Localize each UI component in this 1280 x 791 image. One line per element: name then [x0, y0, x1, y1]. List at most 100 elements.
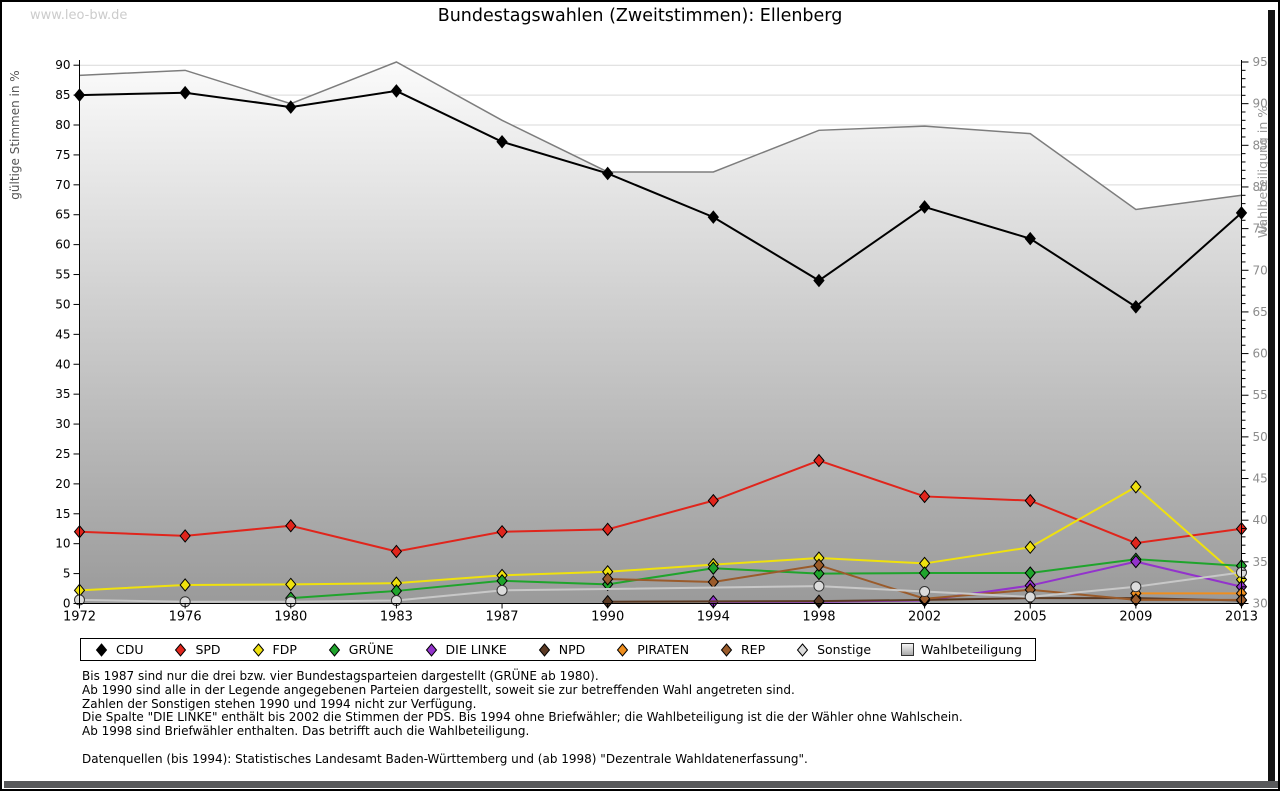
legend-label: CDU: [116, 642, 144, 657]
footnote-line: Die Spalte "DIE LINKE" enthält bis 2002 …: [82, 710, 963, 725]
left-tick-label: 55: [55, 268, 70, 282]
series-FDP: [73, 480, 1248, 598]
legend-label: SPD: [195, 642, 221, 657]
legend-item-REP: REP: [719, 642, 765, 658]
marker-Sonstige: [496, 584, 508, 596]
right-tick-label: 95: [1253, 55, 1268, 69]
legend-swatch-diamond: [252, 642, 264, 657]
marker-Sonstige: [1024, 591, 1036, 603]
marker-CDU: [179, 85, 191, 100]
legend-label: NPD: [558, 642, 586, 657]
x-tick-label: 1998: [802, 610, 835, 625]
marker-SPD: [813, 453, 825, 468]
turnout-area: [79, 62, 1242, 604]
right-tick-label: 55: [1253, 388, 1268, 402]
legend-swatch-diamond: [720, 642, 733, 657]
marker-CDU: [813, 273, 825, 288]
legend-label: Wahlbeteiligung: [921, 642, 1022, 657]
marker-SPD: [285, 518, 297, 533]
footnotes: Bis 1987 sind nur die drei bzw. vier Bun…: [82, 669, 963, 767]
legend-item-PIRATEN: PIRATEN: [615, 642, 689, 658]
footnote-line: [82, 739, 963, 753]
footnote-line: Zahlen der Sonstigen stehen 1990 und 199…: [82, 696, 477, 711]
right-tick-label: 85: [1253, 138, 1268, 152]
footnote-line: Ab 1998 sind Briefwähler enthalten. Das …: [82, 724, 530, 739]
legend-item-NPD: NPD: [537, 642, 586, 658]
right-tick-label: 80: [1253, 180, 1268, 194]
x-tick-label: 2009: [1119, 610, 1152, 625]
x-tick-label: 2013: [1225, 610, 1258, 625]
turnout-line: [79, 61, 1242, 211]
marker-SPD: [1130, 536, 1142, 550]
x-tick-label: 1976: [169, 610, 202, 625]
footnote-line: Bis 1987 sind nur die drei bzw. vier Bun…: [82, 669, 599, 683]
legend-swatch-diamond: [796, 642, 809, 657]
left-tick-label: 35: [55, 387, 70, 401]
left-tick-label: 65: [55, 208, 70, 222]
legend-label: REP: [741, 642, 766, 657]
right-tick-label: 65: [1253, 305, 1268, 319]
marker-CDU: [602, 166, 614, 181]
marker-GRÜNE: [813, 566, 825, 581]
right-axis-title: Wahlbeteiligung in %: [1255, 106, 1270, 238]
left-tick-label: 10: [55, 537, 70, 551]
marker-Sonstige: [919, 586, 931, 598]
left-tick-label: 30: [55, 417, 70, 431]
axes: 0 5 10 15 20 25 30 35 40 45 50 55 60 65 70 75 80 85 90 30 35…: [8, 55, 1270, 625]
watermark: www.leo-bw.de: [30, 8, 128, 23]
legend-label: DIE LINKE: [445, 642, 507, 657]
x-tick-label: 1980: [274, 610, 307, 625]
legend-item-Sonstige: Sonstige: [795, 642, 871, 658]
marker-SPD: [1024, 493, 1036, 508]
marker-REP: [813, 558, 825, 573]
footnote-line: Ab 1990 sind alle in der Legende angegeb…: [82, 682, 795, 697]
marker-SPD: [179, 529, 191, 543]
legend-item-Wahlbeteiligung: Wahlbeteiligung: [901, 642, 1022, 657]
legend-swatch-diamond: [95, 642, 108, 657]
legend-swatch-diamond: [425, 642, 437, 657]
right-tick-label: 40: [1253, 513, 1268, 527]
legend-swatch-diamond: [175, 642, 187, 657]
marker-FDP: [1024, 540, 1036, 555]
marker-Sonstige: [1130, 581, 1142, 593]
right-tick-label: 35: [1253, 555, 1268, 569]
x-tick-label: 2005: [1014, 610, 1047, 625]
left-tick-label: 85: [55, 88, 70, 102]
marker-CDU: [285, 100, 297, 114]
marker-CDU: [1130, 300, 1142, 314]
right-tick-label: 45: [1253, 472, 1268, 486]
footnote-line: Datenquellen (bis 1994): Statistisches L…: [82, 751, 808, 766]
legend-swatch-diamond: [617, 642, 629, 657]
marker-GRÜNE: [918, 566, 931, 580]
left-tick-label: 15: [55, 507, 70, 521]
marker-REP: [602, 572, 614, 586]
left-tick-label: 40: [55, 357, 70, 371]
series-SPD: [73, 453, 1248, 559]
marker-FDP: [285, 577, 297, 592]
left-tick-label: 25: [55, 447, 70, 461]
legend-label: Sonstige: [817, 642, 872, 657]
legend-swatch-diamond: [538, 642, 550, 657]
marker-SPD: [602, 522, 614, 537]
legend-label: PIRATEN: [637, 642, 690, 657]
vertical-scrollbar[interactable]: [1268, 10, 1275, 784]
chart-legend: CDU SPD FDP GRÜNE DIE LINKE NPD PIRATEN REP Sons…: [80, 638, 1036, 661]
right-tick-label: 90: [1253, 97, 1268, 111]
x-tick-label: 1987: [485, 610, 518, 625]
x-tick-label: 1990: [591, 610, 624, 625]
legend-item-GRÜNE: GRÜNE: [327, 642, 394, 658]
marker-CDU: [918, 200, 931, 214]
legend-item-FDP: FDP: [251, 642, 297, 658]
left-tick-label: 45: [55, 327, 70, 341]
left-axis-title: gültige Stimmen in %: [8, 70, 22, 199]
left-tick-label: 90: [55, 58, 70, 72]
marker-CDU: [390, 84, 403, 98]
left-tick-label: 80: [55, 118, 70, 132]
legend-label: FDP: [272, 642, 297, 657]
legend-swatch-diamond: [328, 642, 340, 657]
marker-SPD: [496, 524, 508, 539]
x-tick-label: 1983: [380, 610, 413, 625]
marker-SPD: [707, 493, 719, 508]
marker-CDU: [707, 210, 719, 224]
left-tick-label: 5: [63, 567, 71, 581]
